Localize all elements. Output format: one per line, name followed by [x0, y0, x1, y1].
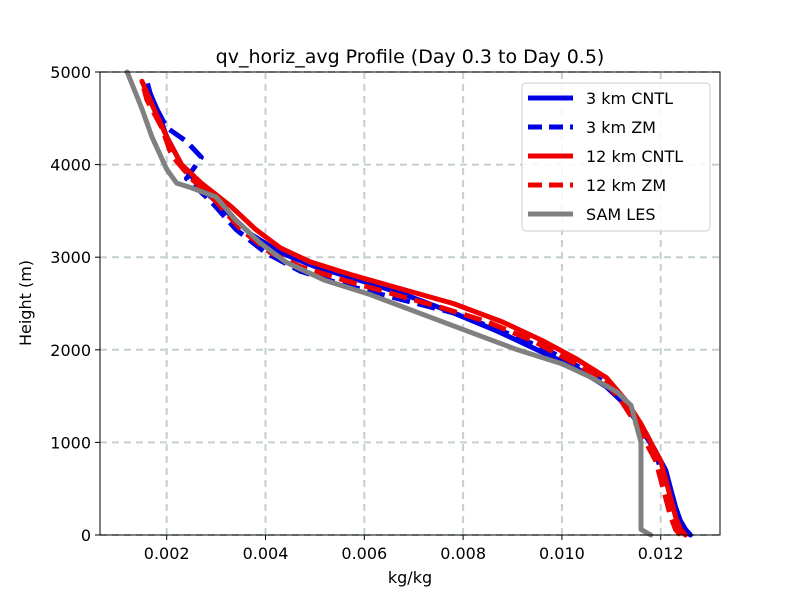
legend-entry: SAM LES [528, 205, 655, 224]
x-tick-label: 0.002 [144, 544, 190, 563]
y-tick-label: 1000 [50, 433, 91, 452]
legend-entry: 3 km CNTL [528, 89, 673, 108]
axis-ticks: 0.002 0.004 0.006 0.008 0.010 0.012 0 1000 2000 3… [50, 63, 683, 563]
legend-entry: 3 km ZM [528, 118, 656, 137]
series-line-12-km-zm [139, 80, 683, 537]
y-tick-label: 5000 [50, 63, 91, 82]
x-tick-label: 0.012 [638, 544, 684, 563]
legend: 3 km CNTL 3 km ZM 12 km CNTL 12 km ZM SAM LE… [521, 82, 711, 232]
axes-frame [99, 71, 721, 536]
y-tick-label: 3000 [50, 248, 91, 267]
x-axis-label: kg/kg [388, 568, 432, 587]
x-tick-label: 0.010 [539, 544, 585, 563]
series-line-sam-les [124, 69, 654, 538]
y-axis-label: Height (m) [16, 260, 35, 346]
x-tick-label: 0.006 [341, 544, 387, 563]
series-lines [124, 69, 693, 538]
y-tick-label: 4000 [50, 156, 91, 175]
legend-label: 12 km CNTL [586, 147, 683, 166]
series-line-12-km-cntl [139, 78, 688, 538]
chart-title: qv_horiz_avg Profile (Day 0.3 to Day 0.5… [216, 46, 605, 68]
legend-label: SAM LES [586, 205, 655, 224]
legend-label: 12 km ZM [586, 176, 666, 195]
x-tick-label: 0.004 [243, 544, 289, 563]
x-tick-label: 0.008 [440, 544, 486, 563]
y-tick-label: 0 [81, 526, 91, 545]
legend-label: 3 km CNTL [586, 89, 673, 108]
y-tick-label: 2000 [50, 341, 91, 360]
legend-entry: 12 km CNTL [528, 147, 683, 166]
legend-entry: 12 km ZM [528, 176, 666, 195]
legend-box [521, 82, 711, 232]
legend-label: 3 km ZM [586, 118, 656, 137]
